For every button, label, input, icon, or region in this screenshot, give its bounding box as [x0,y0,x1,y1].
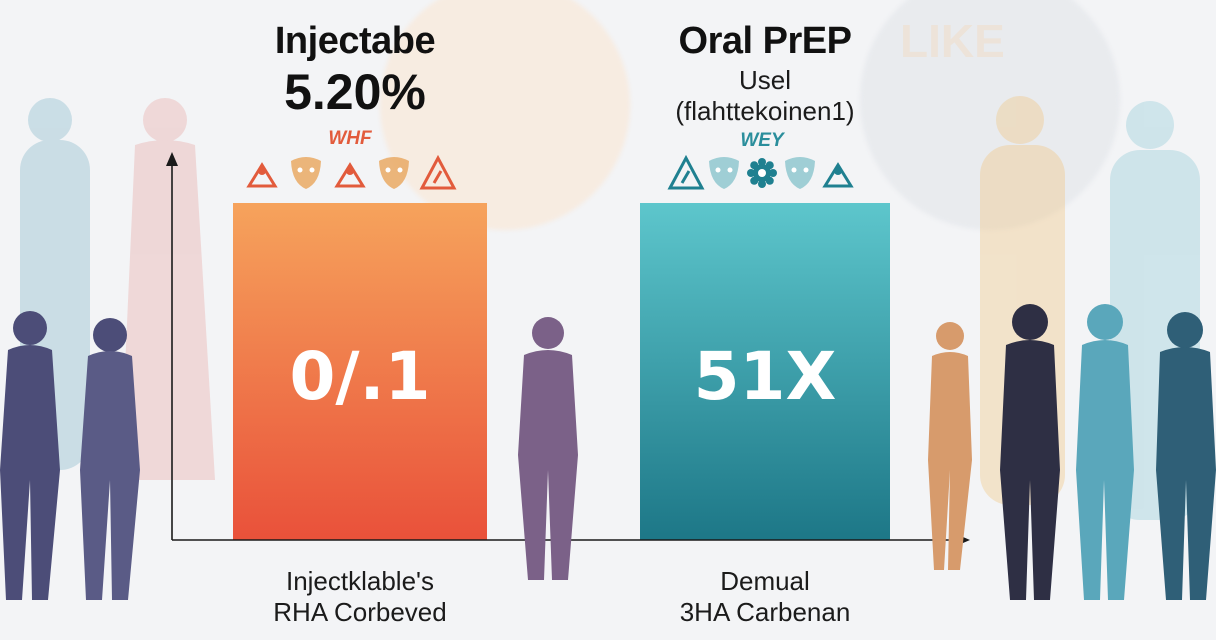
y-axis-arrow [166,152,178,166]
icon-row-injectable [246,154,457,190]
bar1-headline-value: 5.20% [284,64,426,120]
mask-icon [785,157,815,189]
gear-icon [747,158,777,188]
bar2-tag: WEY [740,130,784,151]
silhouette-woman-right [928,322,972,570]
bar2-subtitle: Usel [738,65,791,95]
mask-icon [379,157,409,189]
category-label-2: Demual 3HA Carbenan [610,566,920,628]
icon-row-oral-prep [667,154,854,190]
bar1-tag: WHF [328,128,372,149]
person-triangle-icon [246,162,278,188]
silhouette-group-right-front [1000,304,1216,600]
bar1-title: Injectabe [274,20,436,62]
silhouette-center [518,317,578,580]
category-label-2-line-1: Demual [720,566,810,596]
bar2-title: Oral PrEP [678,20,852,62]
mask-icon [291,157,321,189]
category-label-1-line-2: RHA Corbeved [273,597,447,627]
silhouette-pair-left [0,311,140,600]
warning-icon [419,154,457,190]
warning-icon [667,154,705,190]
bar2-value-label: 51X [693,338,837,415]
category-label-2-line-2: 3HA Carbenan [679,597,851,627]
person-triangle-icon [334,162,366,188]
category-label-1-line-1: Injectklable's [285,566,435,596]
bar1-value-label: 0/.1 [289,338,431,415]
bar-injectable [233,203,487,540]
background-glow-left [380,0,630,230]
person-triangle-icon [822,162,854,188]
category-label-1: Injectklable's RHA Corbeved [205,566,515,628]
mask-icon [709,157,739,189]
bar2-subtitle-2: (flahttekoinen1) [675,96,855,126]
background-glow-right [860,0,1120,230]
bar-oral-prep [640,203,890,540]
background-watermark: LIKE [900,15,1005,67]
